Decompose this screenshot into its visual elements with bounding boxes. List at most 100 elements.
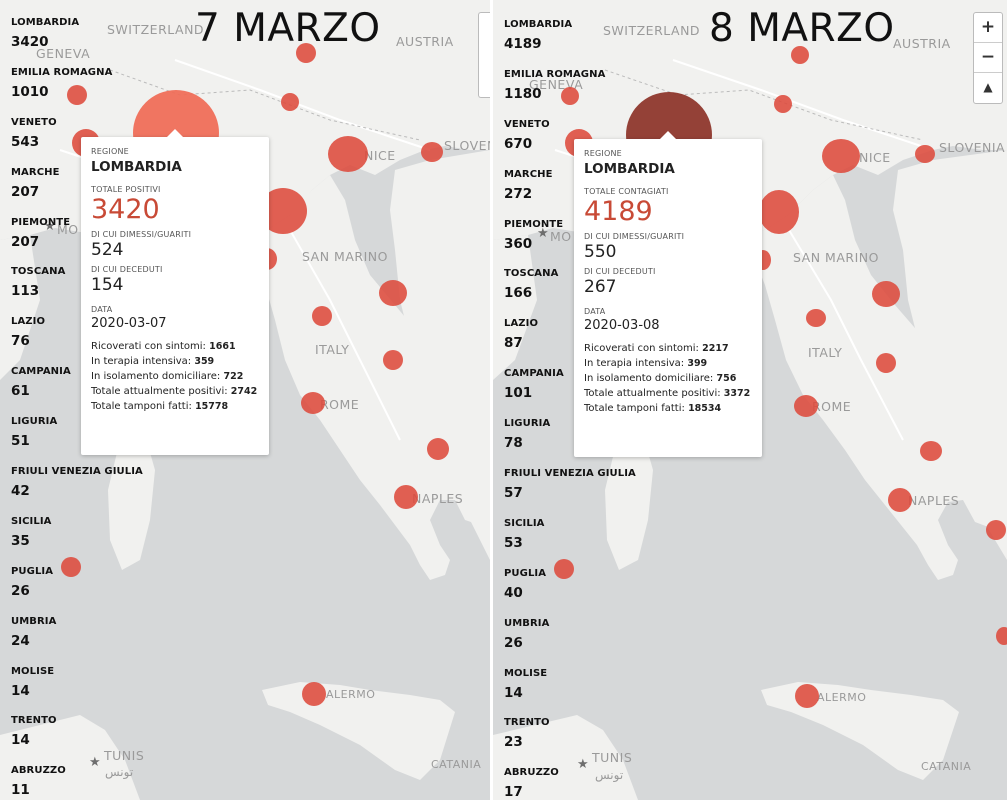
region-entry[interactable]: MARCHE 207 xyxy=(11,167,60,200)
zoom-out-button[interactable]: − xyxy=(974,43,1002,73)
map-label-rome: ROME xyxy=(320,397,360,412)
bubble-sicilia[interactable] xyxy=(302,682,326,706)
region-entry[interactable]: EMILIA ROMAGNA 1180 xyxy=(504,69,605,102)
map-label-nice: NICE xyxy=(859,150,891,165)
region-entry[interactable]: MOLISE 14 xyxy=(504,668,547,701)
stat-value: 3372 xyxy=(723,388,751,399)
bubble-marche[interactable] xyxy=(872,281,900,307)
popup-region-label: REGIONE xyxy=(584,149,622,158)
region-name: UMBRIA xyxy=(11,616,57,627)
region-value: 113 xyxy=(11,283,40,299)
bubble-sardegna[interactable] xyxy=(554,559,574,579)
region-entry[interactable]: PIEMONTE 207 xyxy=(11,217,70,250)
region-entry[interactable]: ABRUZZO 11 xyxy=(11,765,66,798)
region-value: 207 xyxy=(11,184,40,200)
map-label-switzerland: SWITZERLAND xyxy=(603,23,701,38)
popup-total-value: 4189 xyxy=(584,196,653,227)
region-value: 57 xyxy=(504,485,523,501)
bubble-abruzzo[interactable] xyxy=(383,350,403,370)
bubble-emilia-romagna[interactable] xyxy=(759,190,799,234)
zoom-control-edge[interactable] xyxy=(478,12,490,98)
bubble-sicilia[interactable] xyxy=(795,684,819,708)
region-name: MARCHE xyxy=(11,167,60,178)
bubble-campania[interactable] xyxy=(888,488,912,512)
region-entry[interactable]: EMILIA ROMAGNA 1010 xyxy=(11,67,112,100)
zoom-in-button[interactable]: + xyxy=(974,13,1002,43)
region-entry[interactable]: FRIULI VENEZIA GIULIA 42 xyxy=(11,466,143,499)
bubble-molise[interactable] xyxy=(427,438,449,460)
region-name: UMBRIA xyxy=(504,618,550,629)
bubble-friuli[interactable] xyxy=(421,142,443,162)
map-label-rome: ROME xyxy=(812,399,852,414)
region-entry[interactable]: VENETO 543 xyxy=(11,117,57,150)
reset-north-button[interactable]: ▲ xyxy=(983,80,993,94)
region-name: LOMBARDIA xyxy=(11,17,80,28)
bubble-bolzano[interactable] xyxy=(281,93,299,111)
popup-date-value: 2020-03-08 xyxy=(584,318,660,333)
region-entry[interactable]: SICILIA 35 xyxy=(11,516,52,549)
region-entry[interactable]: TOSCANA 113 xyxy=(11,266,65,299)
region-name: TRENTO xyxy=(504,717,550,728)
bubble-piemonte[interactable] xyxy=(67,85,87,105)
region-entry[interactable]: LOMBARDIA 4189 xyxy=(504,19,572,52)
region-entry[interactable]: UMBRIA 24 xyxy=(11,616,56,649)
bubble-calabria[interactable] xyxy=(996,627,1007,645)
region-list-8-marzo: LOMBARDIA 4189 EMILIA ROMAGNA 1180 VENETO 6… xyxy=(493,0,636,800)
region-entry[interactable]: MARCHE 272 xyxy=(504,169,553,202)
bubble-bolzano[interactable] xyxy=(774,95,792,113)
region-entry[interactable]: TOSCANA 166 xyxy=(504,268,558,301)
region-entry[interactable]: TRENTO 14 xyxy=(11,715,57,748)
bubble-sardegna[interactable] xyxy=(61,557,81,577)
region-entry[interactable]: ABRUZZO 17 xyxy=(504,767,559,800)
region-name: LOMBARDIA xyxy=(504,19,573,30)
map-label-nice: NICE xyxy=(364,148,396,163)
map-label-slovenia: SLOVENIA xyxy=(939,140,1006,155)
region-name: CAMPANIA xyxy=(11,366,71,377)
stat-label: Totale attualmente positivi: xyxy=(584,388,724,399)
bubble-veneto[interactable] xyxy=(822,139,860,173)
region-entry[interactable]: PUGLIA 26 xyxy=(11,566,53,599)
bubble-abruzzo[interactable] xyxy=(876,353,896,373)
region-entry[interactable]: UMBRIA 26 xyxy=(504,618,549,651)
bubble-puglia[interactable] xyxy=(986,520,1006,540)
map-panel-8-marzo[interactable]: SWITZERLAND AUSTRIA GENEVA SLOVENIA NICE… xyxy=(493,0,1007,800)
region-entry[interactable]: LOMBARDIA 3420 xyxy=(11,17,79,50)
region-entry[interactable]: LAZIO 76 xyxy=(11,316,45,349)
region-entry[interactable]: CAMPANIA 101 xyxy=(504,368,564,401)
map-panel-7-marzo[interactable]: SWITZERLAND AUSTRIA GENEVA SLOVENIA NICE… xyxy=(0,0,490,800)
region-value: 166 xyxy=(504,285,533,301)
bubble-veneto[interactable] xyxy=(328,136,368,172)
region-name: TOSCANA xyxy=(504,268,559,279)
bubble-molise[interactable] xyxy=(920,441,942,461)
bubble-umbria[interactable] xyxy=(312,306,332,326)
region-entry[interactable]: LIGURIA 51 xyxy=(11,416,57,449)
base-map-7-marzo[interactable] xyxy=(0,0,490,800)
region-entry[interactable]: PIEMONTE 360 xyxy=(504,219,563,252)
region-entry[interactable]: CAMPANIA 61 xyxy=(11,366,71,399)
region-value: 272 xyxy=(504,186,533,202)
region-value: 61 xyxy=(11,383,30,399)
bubble-piemonte[interactable] xyxy=(561,87,579,105)
region-value: 76 xyxy=(11,333,30,349)
region-name: MARCHE xyxy=(504,169,553,180)
region-entry[interactable]: PUGLIA 40 xyxy=(504,568,546,601)
bubble-lazio[interactable] xyxy=(794,395,818,417)
region-entry[interactable]: LAZIO 87 xyxy=(504,318,538,351)
bubble-trento[interactable] xyxy=(296,43,316,63)
bubble-campania[interactable] xyxy=(394,485,418,509)
bubble-umbria[interactable] xyxy=(806,309,826,327)
bubble-marche[interactable] xyxy=(379,280,407,306)
region-entry[interactable]: MOLISE 14 xyxy=(11,666,54,699)
region-entry[interactable]: TRENTO 23 xyxy=(504,717,550,750)
region-entry[interactable]: SICILIA 53 xyxy=(504,518,545,551)
region-entry[interactable]: VENETO 670 xyxy=(504,119,550,152)
bubble-trento[interactable] xyxy=(791,46,809,64)
map-label-tunis: TUNIS xyxy=(592,750,633,765)
popup-deaths-value: 154 xyxy=(91,275,124,295)
popup-deaths-label: DI CUI DECEDUTI xyxy=(91,265,163,274)
bubble-lazio[interactable] xyxy=(301,392,325,414)
popup-date-value: 2020-03-07 xyxy=(91,316,167,331)
bubble-friuli[interactable] xyxy=(915,145,935,163)
region-entry[interactable]: LIGURIA 78 xyxy=(504,418,550,451)
region-entry[interactable]: FRIULI VENEZIA GIULIA 57 xyxy=(504,468,636,501)
